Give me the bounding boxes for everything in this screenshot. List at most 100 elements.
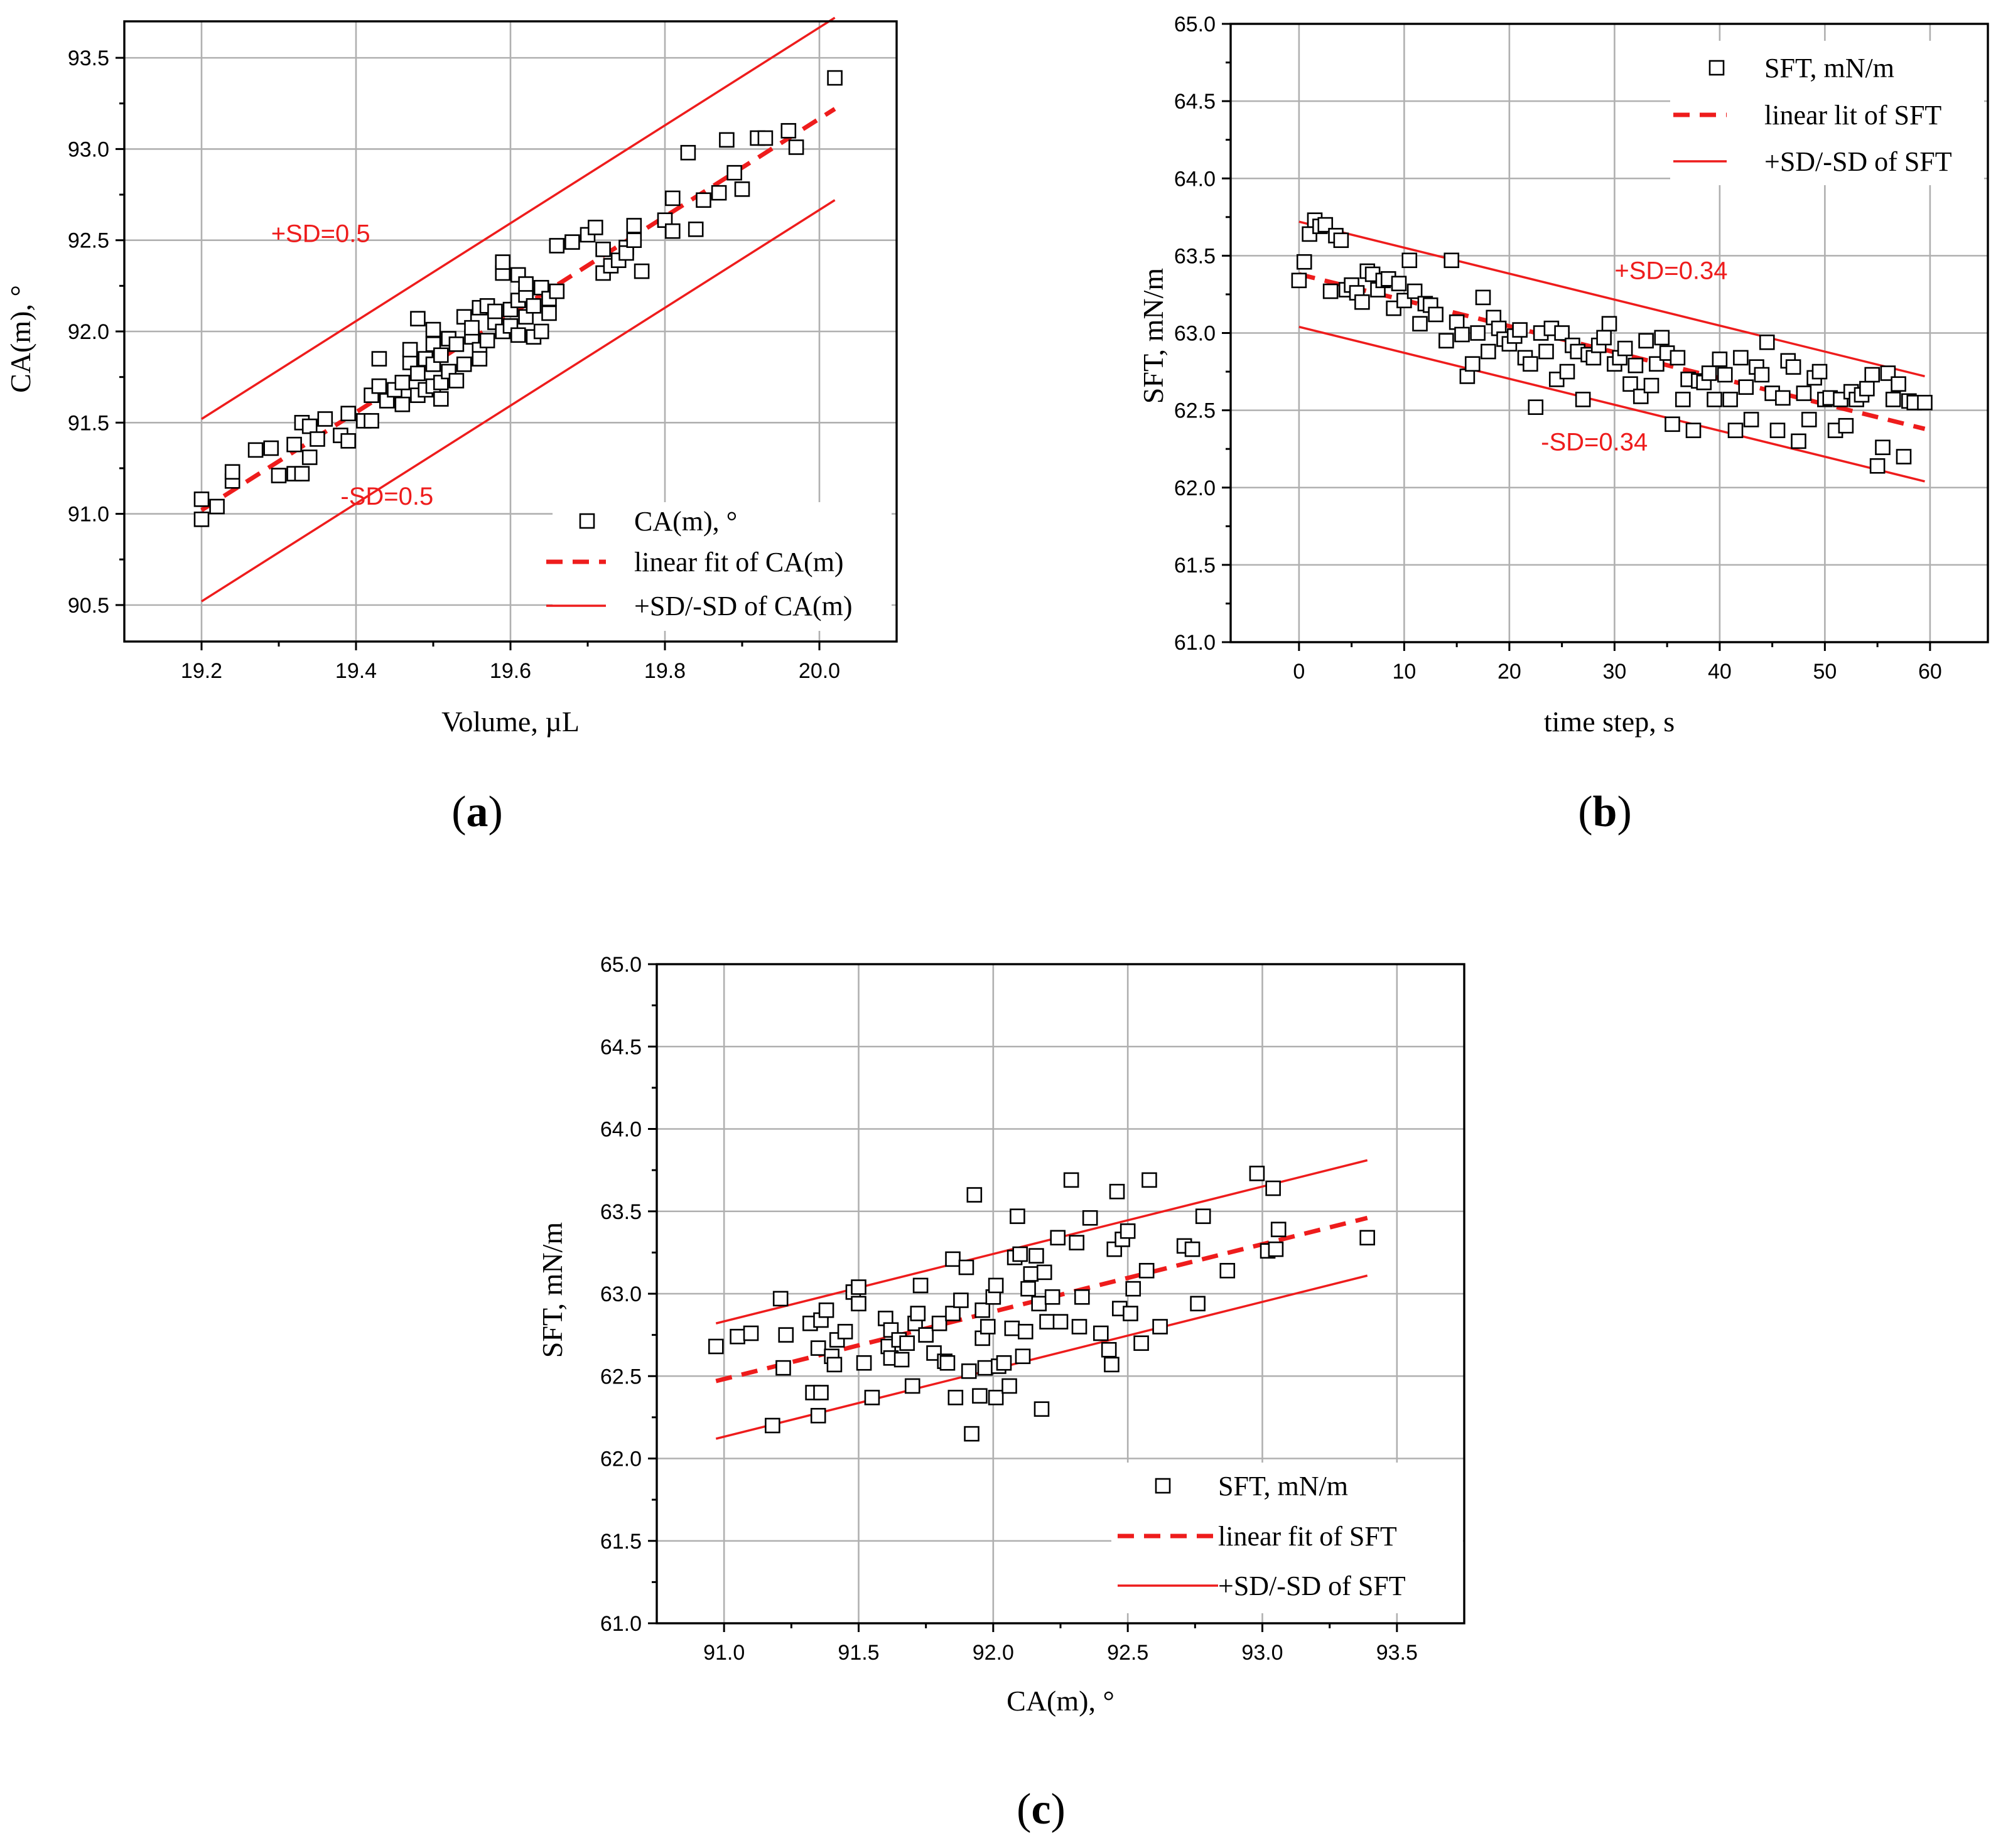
data-point xyxy=(1120,1223,1136,1239)
data-point xyxy=(665,223,681,239)
sd-annotation: -SD=0.34 xyxy=(1541,429,1648,456)
data-point xyxy=(953,1292,969,1308)
x-axis-label: time step, s xyxy=(1544,706,1675,738)
data-point xyxy=(680,144,696,161)
data-point xyxy=(1291,272,1307,289)
data-point xyxy=(518,276,534,292)
data-point xyxy=(626,218,642,234)
data-point xyxy=(1512,322,1528,338)
y-tick-label: 63.5 xyxy=(600,1200,642,1224)
data-point xyxy=(696,192,711,208)
data-point xyxy=(1665,416,1680,432)
data-point xyxy=(810,1340,826,1356)
data-point xyxy=(1004,1320,1020,1336)
data-point xyxy=(1785,359,1801,375)
x-tick-label: 93.5 xyxy=(1376,1641,1418,1665)
legend-marker xyxy=(1708,60,1725,76)
data-point xyxy=(708,1338,724,1355)
x-tick-label: 19.2 xyxy=(181,659,222,683)
data-point xyxy=(1811,363,1828,380)
data-point xyxy=(1270,1222,1287,1237)
data-point xyxy=(757,130,774,146)
data-point xyxy=(1219,1262,1236,1279)
data-point xyxy=(1036,1264,1052,1281)
data-point xyxy=(1031,1296,1047,1312)
data-point xyxy=(1617,340,1633,357)
data-point xyxy=(1184,1241,1201,1257)
data-point xyxy=(734,181,750,197)
data-point xyxy=(487,303,503,320)
y-tick-label: 64.0 xyxy=(600,1118,642,1142)
x-tick-label: 40 xyxy=(1708,660,1732,684)
data-point xyxy=(1481,343,1496,360)
y-tick-label: 65.0 xyxy=(1174,13,1216,36)
data-point xyxy=(1071,1319,1087,1335)
data-point xyxy=(286,436,302,453)
data-point xyxy=(1523,356,1538,372)
data-point xyxy=(1141,1172,1157,1188)
data-point xyxy=(263,440,279,456)
data-point xyxy=(945,1306,961,1321)
data-point xyxy=(974,1302,990,1318)
data-point xyxy=(856,1355,872,1371)
data-point xyxy=(961,1363,977,1379)
data-point xyxy=(1296,254,1312,270)
data-point xyxy=(1864,367,1881,383)
data-point xyxy=(1015,1348,1031,1365)
data-point xyxy=(1464,356,1481,372)
data-point xyxy=(1675,392,1691,407)
data-point xyxy=(193,492,210,507)
data-point xyxy=(510,327,526,343)
data-point xyxy=(726,164,742,181)
data-point xyxy=(730,1328,745,1345)
data-point xyxy=(433,347,449,363)
data-point xyxy=(209,498,225,515)
data-point xyxy=(1354,294,1370,310)
data-point xyxy=(1195,1208,1211,1224)
data-point xyxy=(1885,392,1901,407)
data-point xyxy=(1685,422,1702,438)
data-point xyxy=(947,1390,964,1405)
data-point xyxy=(780,123,797,139)
data-point xyxy=(301,418,318,434)
data-point xyxy=(410,311,426,326)
sd-line xyxy=(201,199,836,603)
data-point xyxy=(1601,316,1617,332)
legend-entry: SFT, mN/m xyxy=(1764,53,1894,83)
data-point xyxy=(1701,365,1717,381)
data-point xyxy=(1622,376,1638,392)
data-point xyxy=(364,413,379,429)
legend-entry: +SD/-SD of CA(m) xyxy=(634,591,853,621)
data-point xyxy=(564,234,580,250)
y-axis-label: SFT, mN/m xyxy=(536,1222,568,1358)
data-point xyxy=(772,1291,789,1307)
data-point xyxy=(479,333,495,348)
data-point xyxy=(1001,1378,1017,1394)
x-tick-label: 19.6 xyxy=(490,659,531,683)
data-point xyxy=(340,406,357,422)
legend-entry: CA(m), ° xyxy=(634,506,737,537)
data-point xyxy=(837,1324,853,1340)
data-point xyxy=(340,433,357,449)
x-tick-label: 60 xyxy=(1918,660,1942,684)
data-point xyxy=(1775,390,1791,406)
data-point xyxy=(317,411,333,427)
legend-entry: SFT, mN/m xyxy=(1218,1471,1348,1502)
chart-panel-a: 19.2 19.4 19.6 19.8 20.0 90.5 91.0 91.5 92.0 92.5… xyxy=(4,16,898,836)
data-point xyxy=(1712,352,1728,367)
data-point xyxy=(472,351,488,367)
data-point xyxy=(371,378,387,394)
data-point xyxy=(1796,385,1812,401)
data-point xyxy=(1406,283,1423,299)
data-point xyxy=(1101,1341,1117,1358)
plot-frame xyxy=(656,963,1465,1625)
data-point xyxy=(719,132,735,148)
data-point xyxy=(371,351,387,367)
x-tick-label: 0 xyxy=(1293,660,1305,684)
data-point xyxy=(1052,1314,1069,1330)
data-point xyxy=(818,1302,834,1318)
legend-entry: linear fit of SFT xyxy=(1218,1521,1397,1552)
x-tick-label: 10 xyxy=(1392,660,1416,684)
panel-label: (b) xyxy=(1578,788,1632,836)
